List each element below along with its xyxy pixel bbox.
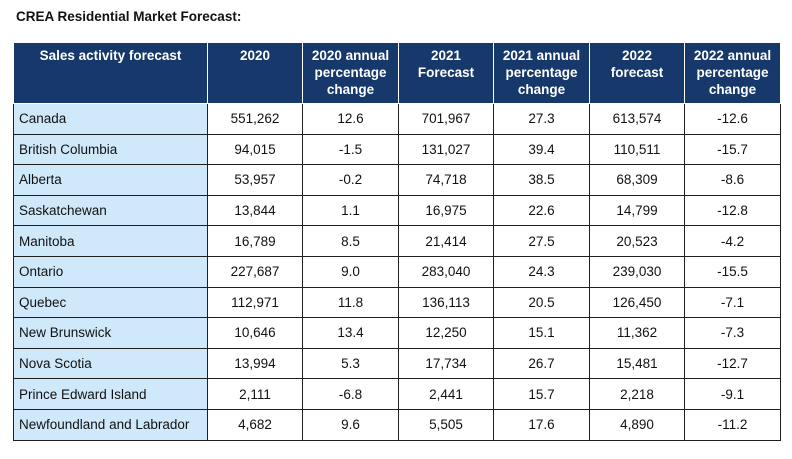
sales-2021-cell: 21,414: [398, 225, 494, 257]
change-2021-cell: 27.3: [493, 103, 590, 135]
change-2022-cell: -12.6: [684, 103, 781, 135]
change-2022-cell: -11.2: [684, 408, 781, 441]
change-2021-cell: 38.5: [493, 164, 590, 196]
change-2021-cell: 15.7: [493, 378, 590, 410]
sales-2021-cell: 283,040: [398, 255, 494, 288]
header-cell-2022-change: 2022 annual percentage change: [684, 42, 781, 104]
change-2020-cell: 9.0: [302, 255, 399, 288]
change-2020-cell: 12.6: [302, 103, 399, 135]
table-row: New Brunswick 10,646 13.4 12,250 15.1 11,362-…: [13, 317, 781, 349]
sales-2020-cell: 551,262: [207, 103, 303, 135]
sales-2021-cell: 17,734: [398, 347, 494, 380]
table-row: Ontario 227,687 9.0 283,040 24.3 239,030 -15.5: [13, 255, 781, 288]
change-2021-cell: 22.6: [493, 194, 590, 227]
sales-2020-cell: 13,994: [207, 347, 303, 380]
sales-2020-cell: 13,844: [207, 194, 303, 227]
sales-2021-cell: 131,027: [398, 133, 494, 166]
header-cell-2022: 2022 forecast: [589, 42, 685, 104]
region-cell: Ontario: [13, 255, 208, 288]
header-cell-2021-change: 2021 annual percentage change: [493, 42, 590, 104]
sales-2021-cell: 5,505: [398, 408, 494, 441]
forecast-table: Sales activity forecast 2020 2020 annual…: [13, 42, 781, 441]
header-cell-2020: 2020: [207, 42, 303, 104]
header-cell-2020-change: 2020 annual percentage change: [302, 42, 399, 104]
sales-2022-cell: 239,030: [589, 255, 685, 288]
sales-2020-cell: 16,789: [207, 225, 303, 257]
change-2020-cell: -0.2: [302, 164, 399, 196]
sales-2022-cell: 11,362: [589, 317, 685, 349]
header-cell-2021: 2021 Forecast: [398, 42, 494, 104]
sales-2022-cell: 68,309: [589, 164, 685, 196]
sales-2020-cell: 4,682: [207, 408, 303, 441]
region-cell: Canada: [13, 103, 208, 135]
region-cell: Saskatchewan: [13, 194, 208, 227]
change-2022-cell: -7.3: [684, 317, 781, 349]
change-2022-cell: -12.7: [684, 347, 781, 380]
sales-2022-cell: 14,799: [589, 194, 685, 227]
table-row: Quebec 112,971 11.8 136,113 20.5 126,450 -7.1: [13, 286, 781, 319]
change-2022-cell: -15.5: [684, 255, 781, 288]
region-cell: Nova Scotia: [13, 347, 208, 380]
sales-2022-cell: 15,481: [589, 347, 685, 380]
sales-2022-cell: 2,218: [589, 378, 685, 410]
sales-2022-cell: 613,574: [589, 103, 685, 135]
sales-2021-cell: 16,975: [398, 194, 494, 227]
change-2020-cell: -6.8: [302, 378, 399, 410]
change-2021-cell: 15.1: [493, 317, 590, 349]
region-cell: Prince Edward Island: [13, 378, 208, 410]
region-cell: Manitoba: [13, 225, 208, 257]
sales-2022-cell: 4,890: [589, 408, 685, 441]
change-2021-cell: 24.3: [493, 255, 590, 288]
sales-2022-cell: 126,450: [589, 286, 685, 319]
change-2022-cell: -9.1: [684, 378, 781, 410]
header-row: Sales activity forecast 2020 2020 annual…: [13, 42, 781, 104]
region-cell: Newfoundland and Labrador: [13, 408, 208, 441]
sales-2020-cell: 112,971: [207, 286, 303, 319]
change-2020-cell: 5.3: [302, 347, 399, 380]
change-2020-cell: 8.5: [302, 225, 399, 257]
sales-2021-cell: 701,967: [398, 103, 494, 135]
table-row: British Columbia 94,015 -1.5 131,027 39.4 110…: [13, 133, 781, 166]
table-body: Canada 551,262 12.6 701,967 27.3 613,574 -12.6…: [13, 103, 781, 441]
change-2022-cell: -12.8: [684, 194, 781, 227]
sales-2021-cell: 12,250: [398, 317, 494, 349]
sales-2021-cell: 2,441: [398, 378, 494, 410]
region-cell: Alberta: [13, 164, 208, 196]
region-cell: New Brunswick: [13, 317, 208, 349]
table-row: Alberta 53,957 -0.2 74,718 38.5 68,309 -8.6: [13, 164, 781, 196]
sales-2020-cell: 10,646: [207, 317, 303, 349]
change-2020-cell: 11.8: [302, 286, 399, 319]
change-2021-cell: 20.5: [493, 286, 590, 319]
region-cell: Quebec: [13, 286, 208, 319]
sales-2021-cell: 136,113: [398, 286, 494, 319]
sales-2022-cell: 110,511: [589, 133, 685, 166]
change-2022-cell: -15.7: [684, 133, 781, 166]
change-2020-cell: 1.1: [302, 194, 399, 227]
change-2022-cell: -7.1: [684, 286, 781, 319]
change-2020-cell: 13.4: [302, 317, 399, 349]
table-row: Newfoundland and Labrador 4,682 9.6 5,505 17…: [13, 408, 781, 441]
sales-2020-cell: 2,111: [207, 378, 303, 410]
sales-2022-cell: 20,523: [589, 225, 685, 257]
change-2021-cell: 27.5: [493, 225, 590, 257]
change-2021-cell: 39.4: [493, 133, 590, 166]
sales-2020-cell: 53,957: [207, 164, 303, 196]
sales-2020-cell: 227,687: [207, 255, 303, 288]
sales-2021-cell: 74,718: [398, 164, 494, 196]
table-row: Manitoba 16,789 8.5 21,414 27.5 20,523 -4.2: [13, 225, 781, 257]
change-2021-cell: 17.6: [493, 408, 590, 441]
change-2021-cell: 26.7: [493, 347, 590, 380]
table-row: Prince Edward Island 2,111 -6.8 2,441 15.7 2,…: [13, 378, 781, 410]
table-row: Saskatchewan 13,844 1.1 16,975 22.6 14,799 -12…: [13, 194, 781, 227]
header-cell-region: Sales activity forecast: [13, 42, 208, 104]
change-2022-cell: -8.6: [684, 164, 781, 196]
sales-2020-cell: 94,015: [207, 133, 303, 166]
page-title: CREA Residential Market Forecast:: [16, 9, 242, 24]
change-2020-cell: -1.5: [302, 133, 399, 166]
change-2022-cell: -4.2: [684, 225, 781, 257]
region-cell: British Columbia: [13, 133, 208, 166]
change-2020-cell: 9.6: [302, 408, 399, 441]
table-row: Nova Scotia 13,994 5.3 17,734 26.7 15,481 -12.…: [13, 347, 781, 380]
table-row: Canada 551,262 12.6 701,967 27.3 613,574 -12.6: [13, 103, 781, 135]
